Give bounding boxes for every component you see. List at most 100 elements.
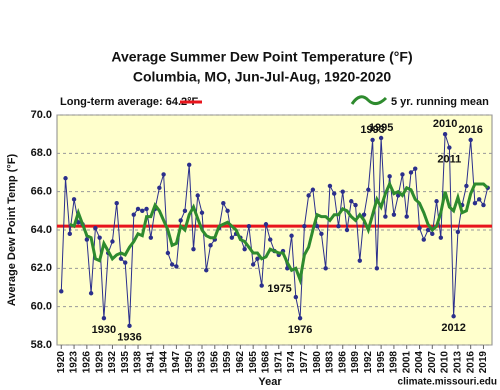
- data-point: [391, 212, 397, 217]
- data-point: [387, 174, 392, 179]
- data-point: [255, 256, 260, 261]
- data-point: [178, 218, 183, 223]
- data-point: [221, 200, 226, 206]
- data-point: [468, 137, 473, 143]
- annotation: 1930: [92, 324, 116, 336]
- legend-swatch: [350, 95, 388, 105]
- data-point: [242, 246, 247, 252]
- data-point: [71, 197, 77, 202]
- data-point: [59, 289, 64, 294]
- data-point: [383, 214, 388, 219]
- data-point: [323, 266, 328, 271]
- data-point: [195, 193, 200, 198]
- data-point: [332, 191, 337, 196]
- data-point: [319, 231, 324, 237]
- x-tick-label: 1977: [299, 351, 310, 374]
- data-point: [353, 202, 358, 208]
- y-tick-label: 60.0: [31, 301, 52, 313]
- x-tick-label: 1923: [69, 351, 80, 374]
- data-point: [76, 220, 81, 225]
- data-point: [140, 208, 145, 214]
- x-tick-label: 1971: [273, 351, 284, 374]
- data-point: [88, 291, 94, 296]
- data-point: [421, 237, 426, 242]
- data-point: [135, 206, 141, 212]
- data-point: [370, 137, 375, 143]
- data-point: [400, 172, 405, 177]
- y-tick-label: 70.0: [31, 109, 52, 121]
- x-tick-label: 1935: [120, 351, 131, 374]
- data-point: [302, 223, 307, 229]
- data-point: [191, 246, 196, 252]
- data-point: [464, 183, 469, 189]
- data-point: [259, 283, 264, 288]
- data-point: [442, 131, 448, 137]
- series-line: [69, 180, 489, 286]
- data-point: [408, 170, 414, 175]
- data-point: [425, 227, 431, 233]
- data-point: [357, 258, 362, 263]
- x-tick-label: 1950: [184, 351, 195, 374]
- data-point: [250, 262, 256, 267]
- data-point: [204, 268, 209, 273]
- x-tick-label: 1953: [197, 351, 208, 374]
- x-tick-label: 1980: [312, 351, 323, 374]
- x-tick-label: 1932: [107, 351, 118, 374]
- source: climate.missouri.edu: [398, 377, 497, 388]
- data-point: [378, 135, 384, 141]
- x-tick-label: 1989: [350, 351, 361, 374]
- data-point: [455, 229, 461, 235]
- data-point: [349, 199, 354, 204]
- annotation: 2010: [433, 118, 457, 130]
- x-tick-label: 1947: [171, 351, 182, 374]
- data-point: [434, 199, 439, 204]
- data-point: [101, 315, 107, 321]
- annotation: 1936: [117, 332, 141, 344]
- x-tick-label: 1974: [286, 351, 297, 374]
- data-point: [97, 235, 102, 240]
- data-point: [246, 223, 252, 229]
- data-point: [336, 223, 341, 229]
- x-tick-label: 2019: [478, 351, 489, 374]
- x-tick-label: 1995: [376, 351, 387, 374]
- data-point: [404, 214, 409, 219]
- legend-label: Long-term average: 64.2°F: [60, 96, 199, 108]
- x-tick-label: 2016: [465, 351, 476, 374]
- x-tick-label: 1992: [363, 351, 374, 374]
- data-point: [430, 231, 435, 237]
- x-tick-label: 1965: [248, 351, 259, 374]
- annotation: 2011: [437, 153, 461, 165]
- data-point: [182, 208, 188, 214]
- x-tick-label: 1926: [81, 351, 92, 374]
- data-point: [161, 172, 166, 177]
- data-point: [148, 235, 154, 240]
- annotation: 1976: [288, 324, 312, 336]
- data-point: [472, 200, 478, 206]
- x-tick-label: 1941: [145, 351, 156, 374]
- data-point: [225, 208, 230, 214]
- data-point: [144, 206, 149, 212]
- data-point: [131, 212, 136, 217]
- data-point: [314, 223, 320, 229]
- data-point: [297, 315, 303, 321]
- data-point: [63, 176, 68, 181]
- y-tick-label: 64.0: [31, 224, 52, 236]
- x-tick-label: 2013: [453, 351, 464, 374]
- annotation: 1995: [369, 122, 393, 134]
- data-point: [67, 231, 72, 237]
- data-point: [110, 239, 115, 244]
- data-point: [199, 210, 205, 215]
- x-axis-label: Year: [258, 376, 282, 388]
- data-point: [157, 185, 162, 191]
- y-tick-label: 62.0: [31, 262, 52, 274]
- data-point: [268, 237, 273, 242]
- data-point: [114, 200, 119, 206]
- x-tick-label: 1962: [235, 351, 246, 374]
- data-point: [208, 243, 213, 248]
- data-point: [413, 166, 418, 171]
- data-point: [93, 225, 98, 231]
- data-point: [477, 197, 482, 202]
- data-point: [306, 193, 311, 198]
- x-tick-label: 2010: [440, 351, 451, 374]
- data-point: [344, 227, 350, 233]
